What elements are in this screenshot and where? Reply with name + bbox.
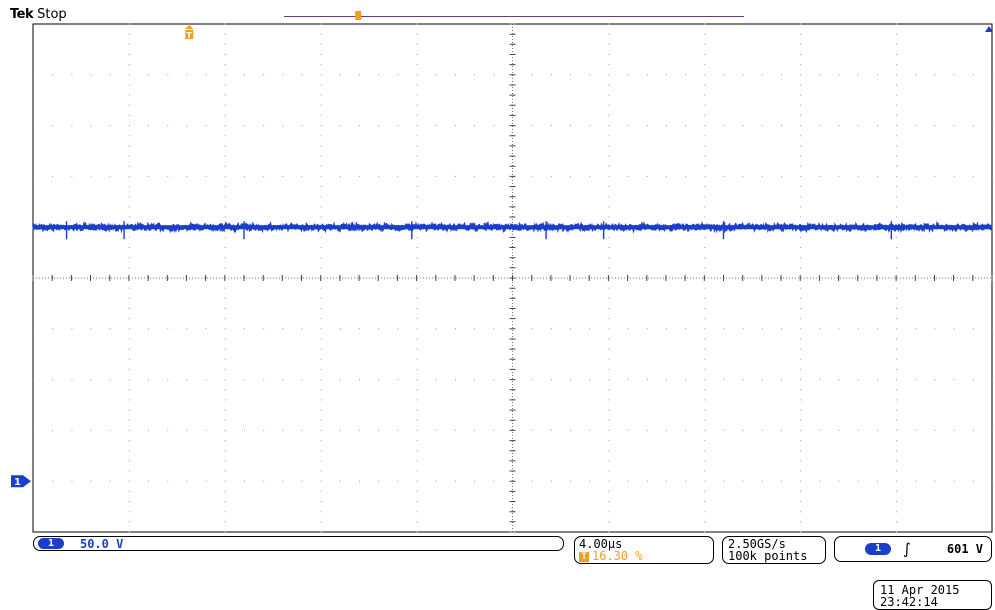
trigger-t-icon: T [579, 551, 589, 562]
acquisition-state: Stop [37, 7, 67, 22]
record-view-bar [284, 16, 744, 17]
trigger-position-icon [185, 30, 194, 39]
center-axis-ticks [32, 23, 993, 533]
timestamp-box: 11 Apr 2015 23:42:14 [873, 580, 992, 610]
rising-edge-icon: ∫ [903, 540, 911, 558]
trigger-source-badge: 1 [865, 543, 891, 555]
time-label: 23:42:14 [880, 595, 938, 609]
trigger-position-arrow [185, 25, 194, 29]
brand-name: Tek [10, 7, 34, 22]
trigger-position-letter: T [186, 31, 192, 40]
waveform-display: 1T [11, 11, 993, 533]
channel-1-ground-marker [11, 475, 31, 488]
channel-readout[interactable]: 1 50.0 V [33, 536, 564, 551]
trigger-position-value: 16.30 % [592, 549, 643, 563]
brand-label: Tek Stop [10, 7, 67, 22]
date-label: 11 Apr 2015 [880, 583, 960, 597]
trigger-level-arrow [985, 26, 993, 32]
ground-marker-label: 1 [14, 477, 21, 488]
time-per-division: 4.00µs [579, 537, 623, 551]
timebase-readout[interactable]: 4.00µs T 16.30 % [574, 536, 714, 564]
trigger-level: 601 V [946, 542, 983, 556]
trigger-position-readout: T 16.30 % [579, 550, 643, 563]
trigger-readout[interactable]: 1 ∫ 601 V [834, 536, 992, 562]
acquisition-readout[interactable]: 2.50GS/s 100k points [722, 536, 826, 564]
sample-rate: 2.50GS/s [728, 537, 786, 551]
record-trigger-indicator [355, 11, 362, 20]
record-length: 100k points [728, 549, 808, 563]
channel-1-trace-band [33, 225, 992, 230]
channel-scale: 50.0 V [80, 537, 124, 551]
channel-badge: 1 [38, 538, 64, 549]
